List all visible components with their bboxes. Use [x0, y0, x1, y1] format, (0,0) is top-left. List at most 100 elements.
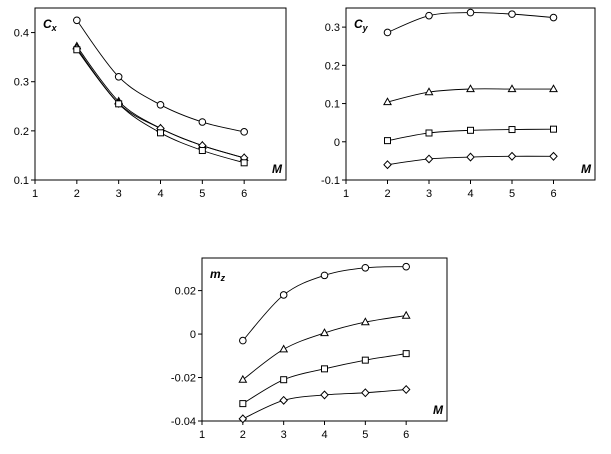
x-tick-label: 6: [550, 188, 556, 200]
y-tick-label: 0.1: [325, 99, 340, 111]
data-point-triangle: [279, 344, 289, 353]
data-point-diamond: [401, 384, 411, 395]
x-tick-label: 3: [116, 188, 122, 200]
y-axis-label: mz: [210, 267, 226, 283]
data-point-circle: [466, 8, 475, 17]
series-square: [384, 125, 557, 145]
data-point-triangle: [549, 84, 558, 93]
chart-panel-2: 1 2 3 4 5 6 -0.1 0 0.1 0.2 0.3 Cy M: [321, 7, 596, 200]
series-square: [239, 350, 410, 408]
data-point-circle: [320, 271, 329, 280]
series-triangle: [238, 310, 411, 383]
x-axis-label: M: [581, 162, 592, 176]
data-point-square: [280, 376, 288, 384]
data-point-triangle: [383, 97, 392, 106]
data-point-circle: [239, 336, 247, 345]
series-circle: [73, 16, 248, 136]
data-point-diamond: [320, 390, 329, 400]
x-tick-label: 3: [281, 429, 287, 441]
data-point-triangle: [238, 374, 248, 383]
data-point-square: [402, 350, 410, 358]
data-point-square: [361, 356, 369, 364]
data-point-triangle: [401, 310, 411, 319]
data-point-circle: [508, 10, 516, 18]
series-diamond: [238, 384, 411, 424]
data-point-triangle: [360, 317, 370, 326]
y-tick-label: 0.3: [14, 77, 29, 89]
y-tick-label: -0.04: [171, 416, 196, 428]
data-point-square: [384, 137, 391, 145]
data-point-circle: [240, 128, 248, 136]
x-tick-label: 2: [384, 188, 390, 200]
data-point-square: [240, 159, 248, 167]
y-axis-label: Cy: [354, 17, 369, 33]
series-diamond: [383, 151, 558, 170]
data-point-triangle: [507, 84, 517, 93]
x-axis-label: M: [272, 162, 283, 176]
plot-frame: [34, 7, 287, 181]
x-axis-label: M: [433, 403, 444, 417]
chart-panel-3: 1 2 3 4 5 6 -0.04 -0.02 0 0.02 mz M: [171, 257, 448, 441]
data-point-circle: [73, 16, 81, 25]
y-tick-label: 0: [334, 137, 340, 149]
data-point-diamond: [238, 414, 248, 424]
data-point-circle: [383, 28, 392, 37]
data-point-square: [239, 400, 247, 408]
data-point-square: [73, 46, 81, 54]
y-tick-label: -0.1: [321, 175, 340, 187]
x-tick-label: 3: [426, 188, 432, 200]
data-point-diamond: [383, 160, 392, 170]
y-tick-label: -0.02: [171, 373, 196, 385]
y-tick-label: 0.1: [14, 175, 29, 187]
series-line: [76, 20, 245, 133]
data-point-circle: [425, 11, 433, 20]
data-point-circle: [402, 262, 410, 271]
data-point-circle: [156, 101, 165, 109]
data-point-triangle: [320, 328, 329, 337]
x-tick-label: 2: [240, 429, 246, 441]
x-tick-label: 2: [74, 188, 80, 200]
data-point-square: [321, 365, 328, 373]
data-point-triangle: [466, 84, 475, 93]
x-tick-label: 5: [199, 188, 205, 200]
data-point-circle: [279, 291, 288, 299]
x-tick-label: 4: [157, 188, 163, 200]
series-triangle: [383, 84, 558, 106]
data-point-square: [508, 126, 516, 134]
x-tick-label: 6: [403, 429, 409, 441]
x-tick-label: 1: [199, 429, 205, 441]
y-tick-label: 0.2: [14, 126, 29, 138]
series-square: [73, 46, 248, 167]
x-tick-label: 5: [362, 429, 368, 441]
y-tick-label: 0.02: [175, 286, 196, 298]
chart-panel-1: 1 2 3 4 5 6 0.1 0.2 0.3 0.4 Cx M: [14, 7, 287, 200]
data-point-square: [550, 125, 557, 133]
data-point-circle: [198, 118, 207, 126]
series-circle: [383, 8, 558, 37]
x-tick-label: 1: [343, 188, 349, 200]
y-tick-label: 0: [190, 329, 196, 341]
data-point-circle: [361, 263, 370, 272]
x-tick-label: 6: [241, 188, 247, 200]
data-point-square: [425, 129, 433, 137]
x-tick-label: 4: [321, 429, 327, 441]
data-point-square: [467, 126, 474, 134]
data-point-diamond: [507, 151, 517, 161]
data-point-square: [157, 129, 164, 137]
y-tick-label: 0.4: [14, 28, 29, 40]
data-point-square: [115, 100, 123, 108]
x-tick-label: 4: [467, 188, 473, 200]
data-point-diamond: [549, 151, 558, 161]
data-point-triangle: [424, 87, 434, 96]
data-point-diamond: [424, 154, 434, 164]
y-tick-label: 0.2: [325, 60, 340, 72]
series-circle: [239, 262, 410, 345]
y-axis-label: Cx: [43, 17, 58, 33]
y-tick-label: 0.3: [325, 22, 340, 34]
data-point-circle: [549, 13, 558, 22]
data-point-diamond: [466, 152, 475, 162]
x-tick-label: 1: [32, 188, 38, 200]
data-point-square: [198, 147, 206, 155]
data-point-circle: [114, 73, 123, 81]
